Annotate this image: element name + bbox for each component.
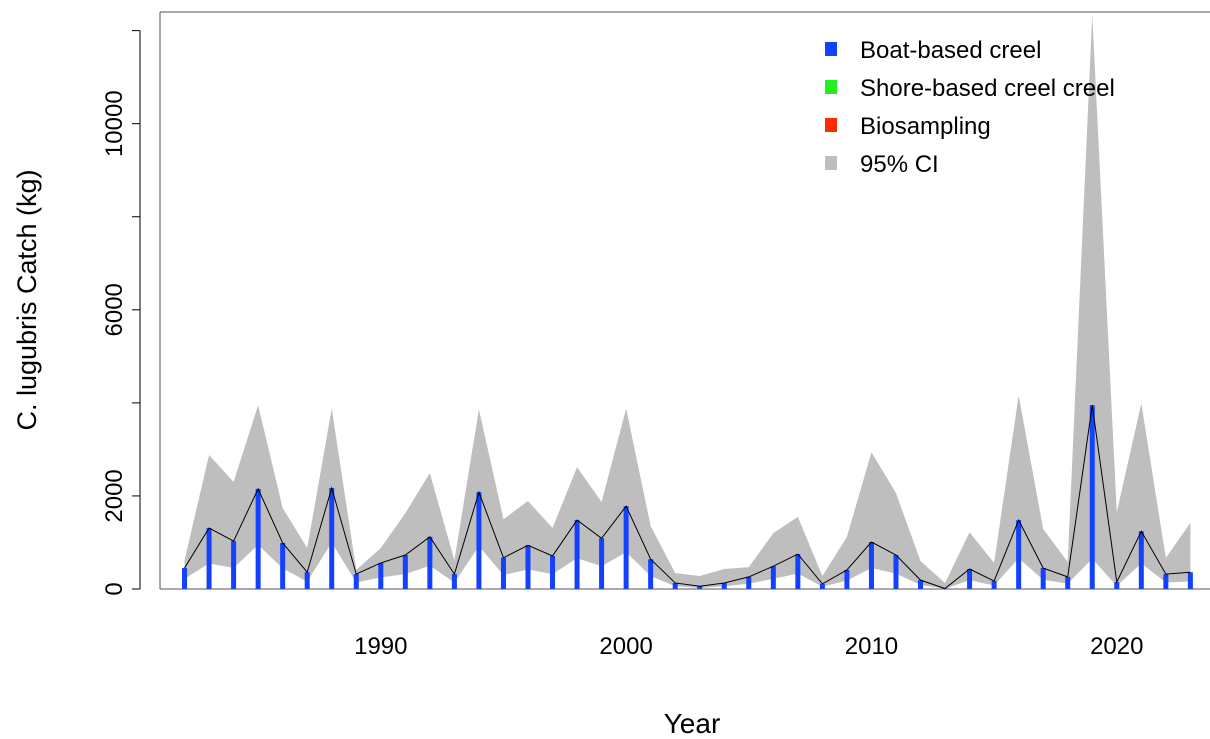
bar <box>451 574 457 589</box>
bar <box>599 538 605 589</box>
x-tick-label: 2010 <box>845 633 898 660</box>
legend-swatch <box>825 118 837 132</box>
bar <box>770 566 776 589</box>
bar <box>255 488 261 589</box>
bar <box>500 557 506 589</box>
y-tick-label: 0 <box>101 582 128 595</box>
bar <box>402 555 408 589</box>
bar <box>574 520 580 589</box>
bar <box>1040 568 1046 589</box>
legend-label: Biosampling <box>860 113 991 140</box>
bar <box>1163 574 1169 589</box>
legend-label: Boat-based creel <box>860 37 1041 64</box>
bar <box>476 492 482 589</box>
bar <box>844 569 850 589</box>
bar <box>280 542 286 589</box>
legend-swatch <box>825 42 837 56</box>
bar <box>304 572 310 589</box>
x-tick-label: 2020 <box>1090 633 1143 660</box>
bar <box>819 583 825 589</box>
bar <box>353 574 359 589</box>
bar <box>378 562 384 589</box>
bar <box>672 582 678 589</box>
legend-label: 95% CI <box>860 151 939 178</box>
bar <box>1114 582 1120 589</box>
bar <box>746 576 752 589</box>
y-tick-label: 6000 <box>101 283 128 336</box>
bar <box>1187 572 1193 589</box>
bar <box>206 528 212 589</box>
bar <box>868 542 874 589</box>
bar <box>623 506 629 589</box>
legend-swatch <box>825 80 837 94</box>
bar <box>697 586 703 589</box>
bar <box>991 581 997 589</box>
bar <box>648 559 654 589</box>
x-axis-label: Year <box>664 708 721 739</box>
bar <box>1089 405 1095 589</box>
x-tick-label: 2000 <box>599 633 652 660</box>
bar <box>550 555 556 589</box>
bar <box>231 541 237 589</box>
plot-frame <box>159 11 1210 590</box>
y-tick-label: 10000 <box>101 90 128 157</box>
bar <box>182 568 188 589</box>
x-tick-label: 1990 <box>354 633 407 660</box>
bar <box>427 536 433 589</box>
bar <box>525 545 531 589</box>
bar <box>1016 520 1022 589</box>
y-axis-label: C. lugubris Catch (kg) <box>12 169 42 430</box>
bar <box>967 568 973 589</box>
y-tick-label: 2000 <box>101 469 128 522</box>
bar <box>1138 531 1144 589</box>
legend-label: Shore-based creel creel <box>860 75 1115 102</box>
bar <box>918 580 924 589</box>
bar <box>1065 576 1071 589</box>
bar <box>329 488 335 589</box>
bar <box>893 555 899 589</box>
bar <box>795 554 801 589</box>
bar <box>721 582 727 589</box>
legend-swatch <box>825 156 837 170</box>
catch-line <box>184 405 1191 590</box>
